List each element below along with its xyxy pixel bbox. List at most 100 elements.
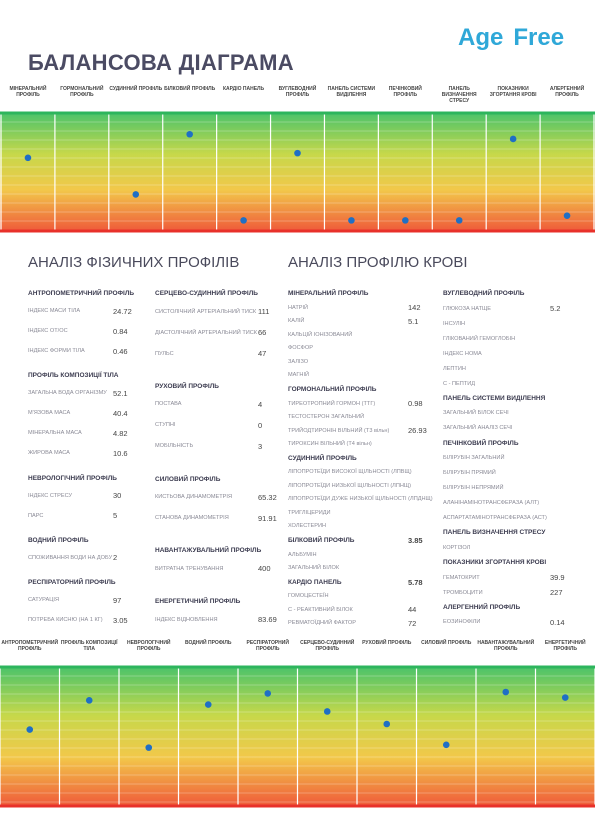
item-label: ПОСТАВА <box>155 401 182 408</box>
item-value: 40.4 <box>113 408 128 418</box>
column-label: ПЕЧІНКОВИЙ ПРОФІЛЬ <box>388 86 422 98</box>
logo-text: Free <box>513 24 565 51</box>
item-value: 47 <box>258 349 267 358</box>
item-row: ГОМОЦЕСТЕЇН <box>288 590 438 604</box>
item-row: ЗАГАЛЬНА ВОДА ОРГАНІЗМУ 52.1 <box>28 383 148 403</box>
group-title: НАВАНТАЖУВАЛЬНИЙ ПРОФІЛЬ <box>155 544 280 558</box>
item-value: 24.72 <box>113 306 132 316</box>
item-row: С - ПЕПТИД <box>443 376 578 391</box>
item-label: ТРОМБОЦИТИ <box>443 589 483 596</box>
dot <box>264 690 272 697</box>
profile-group: ПРОФІЛЬ КОМПОЗИЦІЇ ТІЛА ЗАГАЛЬНА ВОДА ОРГ… <box>28 369 148 463</box>
group-title: ПАНЕЛЬ ВИЗНАЧЕННЯ СТРЕСУ <box>443 526 578 540</box>
item-value: 3.05 <box>113 615 128 625</box>
item-label: КОРТІЗОЛ <box>443 544 471 551</box>
item-value: 44 <box>408 605 417 615</box>
item-label: ФОСФОР <box>288 345 313 352</box>
dot <box>24 154 32 162</box>
profile-group: КАРДІО ПАНЕЛЬ 5.78 ГОМОЦЕСТЕЇН С - РЕАКТИВН… <box>288 576 438 631</box>
dot <box>383 720 391 728</box>
item-label: ЗАГАЛЬНИЙ БІЛОК СЕЧІ <box>443 410 509 417</box>
dot <box>145 744 153 751</box>
item-label: ДІАСТОЛІЧНИЙ АРТЕРІАЛЬНИЙ ТИСК <box>155 329 258 336</box>
item-row: ПУЛЬС 47 <box>155 343 280 364</box>
item-label: МАГНІЙ <box>288 372 310 379</box>
group-title: РУХОВИЙ ПРОФІЛЬ <box>155 380 280 394</box>
item-label: ЕОЗИНОФІЛИ <box>443 619 481 626</box>
item-label: БІЛІРУБІН НЕПРЯМИЙ <box>443 485 504 492</box>
item-label: ІНДЕКС ФОРМИ ТІЛА <box>28 348 85 354</box>
profile-column: МІНЕРАЛЬНИЙ ПРОФІЛЬ НАТРІЙ 142 КАЛІЙ 5.1 КАЛЬ… <box>288 287 438 630</box>
item-value: 52.1 <box>113 388 128 398</box>
item-row: ІНДЕКС МАСИ ТІЛА 24.72 <box>28 301 148 321</box>
item-label: ІНДЕКС HOMA <box>443 350 482 357</box>
profile-column: ВУГЛЕВОДНИЙ ПРОФІЛЬ ГЛЮКОЗА НАТЩЕ 5.2 ІНСУЛ… <box>443 287 578 630</box>
item-row: ТРИЙОДТИРОНІН ВІЛЬНИЙ (Т3 вільн) 26.93 <box>288 424 438 438</box>
item-row: ІНДЕКС ВІДНОВЛЕННЯ 83.69 <box>155 609 280 630</box>
profile-group: ПОКАЗНИКИ ЗГОРТАННЯ КРОВІ ГЕМАТОКРИТ 39.9 Т… <box>443 556 578 600</box>
item-label: ПУЛЬС <box>155 350 174 357</box>
item-label: ХОЛЕСТЕРИН <box>288 523 327 530</box>
group-title-text: СЕРЦЕВО-СУДИННИЙ ПРОФІЛЬ <box>155 290 258 297</box>
item-value: 4 <box>258 399 263 409</box>
item-value: 5 <box>113 511 118 520</box>
group-title: СЕРЦЕВО-СУДИННИЙ ПРОФІЛЬ <box>155 287 280 301</box>
item-row: ХОЛЕСТЕРИН <box>288 520 438 534</box>
dot <box>455 217 463 224</box>
group-title-text: СУДИННИЙ ПРОФІЛЬ <box>288 454 357 462</box>
item-value: 10.6 <box>113 448 128 458</box>
item-row: ГЛЮКОЗА НАТЩЕ 5.2 <box>443 301 578 316</box>
item-row: НАТРІЙ 142 <box>288 301 438 315</box>
profile-group: ГОРМОНАЛЬНИЙ ПРОФІЛЬ ТИРЕОТРОПНИЙ ГОРМОН … <box>288 383 438 451</box>
item-label: СТАНОВА ДИНАМОМЕТРІЯ <box>155 515 229 521</box>
dot <box>502 688 510 696</box>
column-label: ПАНЕЛЬ СИСТЕМИ ВИДІЛЕННЯ <box>327 86 376 98</box>
profile-group: ПЕЧІНКОВИЙ ПРОФІЛЬ БІЛІРУБІН ЗАГАЛЬНИЙ БІЛ… <box>443 437 578 526</box>
item-value: 66 <box>258 328 267 337</box>
group-title-text: КАРДІО ПАНЕЛЬ <box>288 578 342 586</box>
item-row: ТРИГЛІЦЕРИДИ <box>288 506 438 520</box>
column-label: АНТРОПОМЕТРИЧНИЙ ПРОФІЛЬ <box>1 640 59 652</box>
column-label: АЛЕРГЕННИЙ ПРОФІЛЬ <box>549 86 585 98</box>
item-label: АЛЬБУМІН <box>288 551 317 558</box>
group-title: КАРДІО ПАНЕЛЬ 5.78 <box>288 576 438 590</box>
item-label: ІНДЕКС СТРЕСУ <box>28 492 73 499</box>
item-label: ЛІПОПРОТЕЇДИ ВИСОКОЇ ЩІЛЬНОСТІ (ЛПВЩ) <box>288 469 412 476</box>
item-row: АСПАРТАТАМІНОТРАНСФЕРАЗА (АСТ) <box>443 511 578 526</box>
item-row: СТУПНІ 0 <box>155 415 280 436</box>
group-title: ЕНЕРГЕТИЧНИЙ ПРОФІЛЬ <box>155 595 280 609</box>
item-label: ЗАГАЛЬНА ВОДА ОРГАНІЗМУ <box>28 390 107 397</box>
profile-group: ПАНЕЛЬ СИСТЕМИ ВИДІЛЕННЯ ЗАГАЛЬНИЙ БІЛОК … <box>443 392 578 436</box>
item-value: 72 <box>408 618 417 628</box>
column-label: ПОКАЗНИКИ ЗГОРТАННЯ КРОВІ <box>489 86 537 98</box>
group-title-text: ПАНЕЛЬ ВИЗНАЧЕННЯ СТРЕСУ <box>443 529 546 537</box>
item-label: БІЛІРУБІН ЗАГАЛЬНИЙ <box>443 455 505 462</box>
profile-group: РЕСПІРАТОРНИЙ ПРОФІЛЬ САТУРАЦІЯ 97 ПОТРЕБА … <box>28 576 148 630</box>
group-title: СУДИННИЙ ПРОФІЛЬ <box>288 452 438 466</box>
item-label: ІНДЕКС ВІДНОВЛЕННЯ <box>155 616 218 623</box>
item-row: БІЛІРУБІН ПРЯМИЙ <box>443 466 578 481</box>
item-value: 0.98 <box>408 399 423 408</box>
item-row: ЗАЛІЗО <box>288 355 438 369</box>
balance-chart <box>0 111 595 233</box>
item-row: ЗАГАЛЬНИЙ АНАЛІЗ СЕЧІ <box>443 421 578 436</box>
profile-group: МІНЕРАЛЬНИЙ ПРОФІЛЬ НАТРІЙ 142 КАЛІЙ 5.1 КАЛЬ… <box>288 287 438 382</box>
item-row: ІНДЕКС ФОРМИ ТІЛА 0.46 <box>28 341 148 361</box>
group-title: АЛЕРГЕННИЙ ПРОФІЛЬ <box>443 601 578 615</box>
item-label: С - РЕАКТИВНИЙ БІЛОК <box>288 606 353 613</box>
profile-group: НЕВРОЛОГІЧНИЙ ПРОФІЛЬ ІНДЕКС СТРЕСУ 30 ПАРС… <box>28 472 148 526</box>
group-title: МІНЕРАЛЬНИЙ ПРОФІЛЬ <box>288 287 438 301</box>
item-label: ГОМОЦЕСТЕЇН <box>288 593 329 600</box>
group-title-text: ПОКАЗНИКИ ЗГОРТАННЯ КРОВІ <box>443 559 547 567</box>
section-title: АНАЛІЗ ПРОФІЛЮ КРОВІ <box>288 254 468 271</box>
item-row: ЖИРОВА МАСА 10.6 <box>28 443 148 463</box>
item-row: С - РЕАКТИВНИЙ БІЛОК 44 <box>288 603 438 617</box>
item-row: БІЛІРУБІН НЕПРЯМИЙ <box>443 481 578 496</box>
item-value: 26.93 <box>408 426 427 435</box>
item-label: АСПАРТАТАМІНОТРАНСФЕРАЗА (АСТ) <box>443 515 547 522</box>
item-row: ЛІПОПРОТЕЇДИ ДУЖЕ НИЗЬКОЇ ЩІЛЬНОСТІ (ЛПД… <box>288 493 438 507</box>
dot <box>561 694 569 701</box>
profile-column: СЕРЦЕВО-СУДИННИЙ ПРОФІЛЬ СИСТОЛІЧНИЙ АРТЕ… <box>155 287 280 630</box>
group-title-text: РУХОВИЙ ПРОФІЛЬ <box>155 382 219 390</box>
item-label: ІНДЕКС ОТ/ОС <box>28 328 68 334</box>
